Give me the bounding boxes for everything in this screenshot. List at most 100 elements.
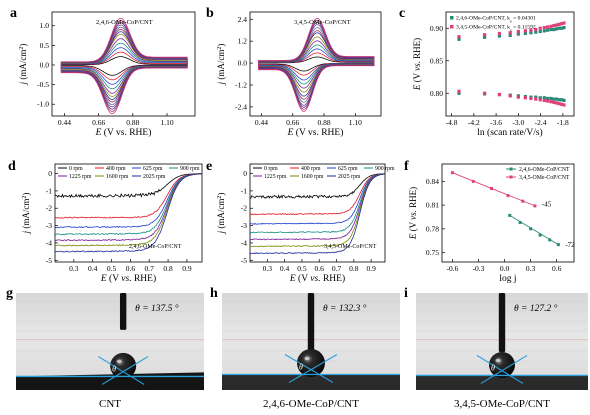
cv-curve-13 <box>60 17 188 114</box>
scatter-point <box>554 27 559 31</box>
y-tick-label: 0.85 <box>430 56 443 65</box>
plot-frame <box>445 11 575 117</box>
x-tick-label: -1.8 <box>557 118 569 127</box>
scatter-point <box>549 24 553 28</box>
plot-frame <box>441 163 575 263</box>
scatter-point <box>482 33 487 37</box>
scatter-point <box>554 97 559 101</box>
panel-letter-c: c <box>399 6 405 21</box>
scatter-point <box>508 33 512 37</box>
y-axis-label-part: ) <box>216 44 226 47</box>
slope-label: -72 <box>565 241 575 249</box>
tafel-point <box>471 179 475 183</box>
scatter-point <box>552 97 556 101</box>
theta-symbol: θ <box>491 363 495 372</box>
y-axis-label-part: j <box>18 81 28 85</box>
scatter-point <box>457 89 461 93</box>
scatter-point <box>542 96 546 100</box>
chart-f: -0.6 -0.3 0.0 0.3 0.6 0.75 0.78 0.81 0.84 2,4,6-O… <box>408 163 575 284</box>
theta-symbol: θ <box>112 364 116 373</box>
y-tick-label: -5 <box>241 256 247 265</box>
legend-label: 0 rpm <box>69 166 83 172</box>
scatter-point <box>516 29 520 34</box>
y-axis-label-part: E <box>408 233 418 240</box>
y-axis-label-part: j <box>216 81 226 85</box>
y-axis-label-part: vs. <box>408 210 418 220</box>
x-axis-label-part: vs. <box>310 274 320 284</box>
scatter-point <box>562 21 566 25</box>
tafel-point <box>450 171 454 175</box>
scatter-point <box>482 91 487 95</box>
scatter-point <box>538 98 542 102</box>
legend-marker <box>509 167 513 171</box>
x-tick-label: 0.44 <box>58 118 71 127</box>
scatter-point <box>546 25 550 29</box>
plot-frame <box>249 163 386 263</box>
droplet-highlight <box>116 359 122 364</box>
scatter-point <box>523 31 527 36</box>
y-tick-label: 0.75 <box>426 248 439 257</box>
y-tick-label: 0 <box>48 169 52 178</box>
x-tick-label: 0.8 <box>163 264 173 273</box>
scatter-point <box>557 22 561 26</box>
legend-label: 900 rpm <box>375 166 395 172</box>
tafel-point <box>538 233 542 237</box>
scatter-point <box>457 35 461 39</box>
scatter-point <box>542 98 546 102</box>
y-tick-label: 1.2 <box>238 37 248 46</box>
y-tick-label: -3 <box>46 221 52 230</box>
y-axis-label-part: (V <box>412 71 422 85</box>
plot-frame <box>54 163 203 263</box>
x-axis-label: E (V vs. RHE) <box>100 273 156 284</box>
scatter-point <box>542 26 546 30</box>
scatter-point <box>529 28 533 32</box>
y-axis-label-part: j <box>216 230 226 234</box>
y-axis-label-part: E <box>412 84 422 91</box>
scatter-series-1 <box>457 26 566 41</box>
x-tick-label: 0.88 <box>126 118 139 127</box>
y-tick-label: 0.90 <box>430 24 443 33</box>
substrate <box>416 375 588 390</box>
y-axis-label-part: 2 <box>217 47 223 50</box>
scatter-point <box>549 100 553 104</box>
contact-angle-value: θ = 137.5 ° <box>135 303 179 314</box>
y-tick-label: -2 <box>241 204 247 213</box>
x-tick-label: -4.2 <box>468 118 480 127</box>
tangent-line-right <box>480 354 528 384</box>
tafel-fit-line <box>452 172 536 207</box>
scatter-point <box>562 26 566 30</box>
scatter-point <box>529 96 533 101</box>
chart-c: -4.8 -4.2 -3.6 -3.0 -2.4 -1.8 0.80 0.85 0.90 2,4,… <box>412 11 575 138</box>
x-axis-label-part: vs. <box>121 274 131 284</box>
x-axis-label-part: (V <box>296 273 311 284</box>
y-axis-label: E (V vs. RHE) <box>412 38 422 91</box>
water-droplet <box>489 351 515 378</box>
scatter-point <box>497 31 502 36</box>
legend-label: 2025 rpm <box>143 174 166 180</box>
lsv-curve-900-rpm <box>54 173 203 236</box>
x-tick-label: 1.10 <box>349 118 362 127</box>
tangent-line-right <box>288 354 338 383</box>
y-axis-label: j (mA/cm2) <box>21 193 31 235</box>
scatter-point <box>546 28 550 32</box>
scatter-point <box>562 103 566 107</box>
x-tick-label: 0.7 <box>332 264 342 273</box>
photo-caption: CNT <box>99 398 121 410</box>
lsv-curve-1225-rpm <box>249 173 386 241</box>
legend-label-name: 2,4,6-OMe-CoP/CNT, k <box>456 16 510 22</box>
panel-letter-g: g <box>6 286 13 301</box>
tafel-point <box>490 187 493 190</box>
scatter-point <box>534 30 538 34</box>
scatter-point <box>538 96 542 100</box>
scatter-point <box>546 99 550 103</box>
lsv-curve-900-rpm <box>249 173 386 234</box>
contact-angle-photo-h: θ θ = 132.3 ° 2,4,6-OMe-CoP/CNT <box>222 293 400 410</box>
y-axis-label-part: ) <box>21 193 31 196</box>
scatter-point <box>557 26 561 30</box>
lsv-curve-0-rpm <box>54 173 202 199</box>
y-axis-label-part: j <box>21 230 31 234</box>
x-tick-label: 0.6 <box>315 264 325 273</box>
scatter-series-2 <box>457 21 566 39</box>
x-axis-label: ln (scan rate/V/s) <box>477 127 542 138</box>
y-tick-label: -2.4 <box>235 102 247 111</box>
